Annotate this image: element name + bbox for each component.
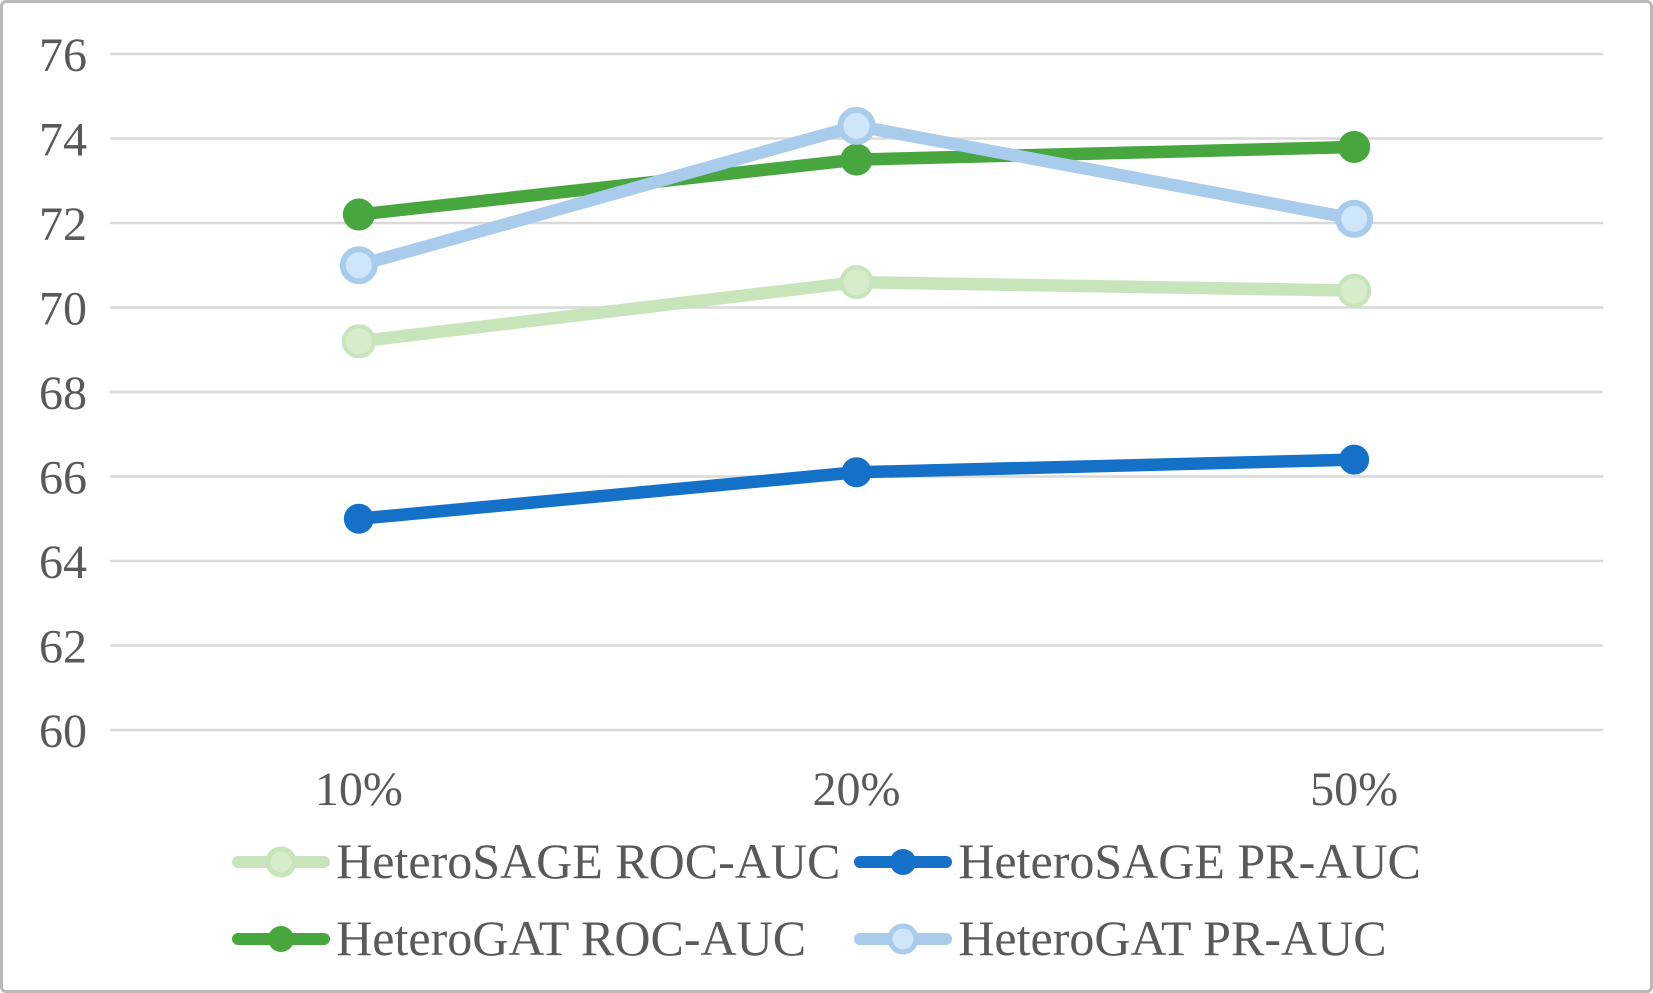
- legend-item-heterogat-pr-auc: HeteroGAT PR-AUC: [854, 911, 1420, 966]
- y-tick-label: 76: [39, 29, 87, 82]
- legend-item-heterosage-pr-auc: HeteroSAGE PR-AUC: [854, 833, 1421, 889]
- y-tick-label: 68: [39, 367, 87, 420]
- data-point: [342, 198, 375, 231]
- data-point: [1335, 199, 1374, 238]
- y-tick-label: 66: [39, 452, 87, 505]
- data-point: [839, 265, 874, 300]
- legend-label: HeteroGAT ROC-AUC: [336, 910, 807, 966]
- legend-item-heterosage-roc-auc: HeteroSAGE ROC-AUC: [232, 834, 840, 889]
- y-tick-label: 74: [39, 114, 87, 167]
- x-tick-label: 50%: [1310, 763, 1398, 815]
- legend-label: HeteroSAGE PR-AUC: [958, 833, 1421, 889]
- data-point: [341, 324, 376, 359]
- y-tick-label: 64: [39, 536, 87, 589]
- y-tick-label: 72: [39, 198, 87, 251]
- x-tick-label: 20%: [813, 763, 901, 815]
- y-tick-label: 62: [39, 621, 87, 674]
- legend-marker-heterogat-pr-auc: [854, 923, 953, 954]
- legend-item-heterogat-roc-auc: HeteroGAT ROC-AUC: [232, 911, 840, 966]
- data-point: [840, 143, 873, 176]
- data-point: [1339, 444, 1370, 475]
- data-point: [841, 457, 872, 488]
- legend-label: HeteroGAT PR-AUC: [958, 910, 1387, 966]
- data-point: [837, 106, 876, 145]
- legend-label: HeteroSAGE ROC-AUC: [336, 833, 841, 889]
- y-tick-label: 60: [39, 705, 87, 758]
- chart-legend: HeteroSAGE ROC-AUC HeteroSAGE PR-AUC Het…: [3, 834, 1650, 966]
- data-point: [1338, 130, 1371, 163]
- y-tick-label: 70: [39, 283, 87, 336]
- data-point: [1337, 273, 1372, 308]
- data-point: [343, 503, 374, 534]
- legend-marker-heterogat-roc-auc: [232, 925, 331, 952]
- legend-marker-heterosage-roc-auc: [232, 846, 331, 877]
- line-chart: 60 62 64 66 68 70 72 74 76 10% 20% 50%: [39, 29, 1603, 816]
- x-tick-label: 10%: [315, 763, 403, 815]
- data-point: [339, 246, 378, 285]
- legend-marker-heterosage-pr-auc: [854, 848, 953, 875]
